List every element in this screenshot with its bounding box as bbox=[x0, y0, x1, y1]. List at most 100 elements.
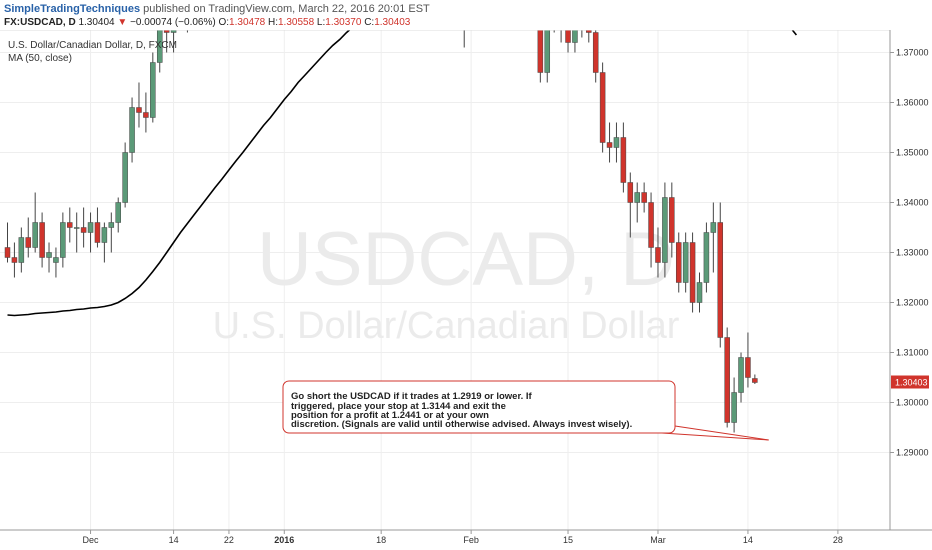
price-axis[interactable]: 1.29000 1.30000 1.31000 1.32000 1.33000 1.340… bbox=[890, 30, 929, 458]
candle-body bbox=[662, 197, 668, 263]
candle bbox=[53, 247, 59, 278]
candle bbox=[122, 142, 128, 208]
x-tick-label: 14 bbox=[169, 535, 179, 545]
watermark-symbol: USDCAD, D bbox=[257, 217, 675, 302]
callout-line-a bbox=[661, 432, 769, 441]
candle bbox=[620, 122, 627, 193]
change-value: −0.00074 (−0.06%) bbox=[130, 17, 216, 28]
y-tick-label: 1.36000 bbox=[896, 98, 929, 108]
indicator-label[interactable]: MA (50, close) bbox=[8, 53, 72, 64]
candle bbox=[94, 207, 101, 248]
candle-body bbox=[143, 112, 149, 118]
candle bbox=[60, 212, 66, 268]
candle-body bbox=[655, 247, 661, 263]
open-value: 1.30478 bbox=[229, 17, 266, 28]
candle-body bbox=[689, 242, 696, 303]
candle-body bbox=[717, 222, 724, 338]
x-tick-label: 22 bbox=[224, 535, 234, 545]
low-label: L: bbox=[316, 17, 326, 28]
high-label: H: bbox=[267, 17, 278, 28]
ma-layer bbox=[7, 30, 798, 317]
last-price-tag-text: 1.30403 bbox=[895, 378, 928, 388]
callout-line-b bbox=[674, 425, 769, 441]
candle-body bbox=[163, 30, 170, 33]
candle bbox=[156, 30, 163, 73]
annotation-line-1: Go short the USDCAD if it trades at 1.29… bbox=[291, 391, 533, 402]
x-tick-label: 28 bbox=[833, 535, 843, 545]
publisher-line: SimpleTradingTechniques published on Tra… bbox=[4, 3, 430, 15]
candle-body bbox=[156, 30, 163, 63]
candle-body bbox=[606, 142, 613, 148]
y-tick-label: 1.30000 bbox=[896, 398, 929, 408]
candle-body bbox=[32, 222, 38, 248]
candle bbox=[18, 227, 25, 273]
annotation-frame bbox=[282, 380, 676, 434]
time-axis[interactable]: Dec 14 22 2016 18 Feb 15 Mar 14 28 bbox=[83, 530, 843, 545]
candle bbox=[101, 222, 108, 263]
candle-body bbox=[586, 30, 592, 33]
candle bbox=[669, 182, 675, 258]
candle bbox=[592, 30, 599, 83]
candle bbox=[39, 212, 45, 268]
candle-body bbox=[724, 337, 730, 423]
candle-body bbox=[25, 237, 32, 248]
y-tick-label: 1.35000 bbox=[896, 148, 929, 158]
candle bbox=[544, 30, 551, 83]
candle-body bbox=[572, 30, 578, 43]
candle bbox=[717, 202, 724, 348]
close-label: C: bbox=[364, 17, 375, 28]
candle bbox=[731, 377, 737, 433]
candle-body bbox=[80, 227, 87, 233]
candle-body bbox=[115, 202, 121, 223]
candle-body bbox=[634, 192, 640, 203]
candle bbox=[4, 222, 11, 263]
pane-title: U.S. Dollar/Canadian Dollar, D, FXCM bbox=[8, 40, 177, 51]
candle bbox=[724, 327, 730, 428]
candle-body bbox=[544, 30, 551, 73]
candle-body bbox=[627, 182, 634, 203]
y-tick-label: 1.31000 bbox=[896, 348, 929, 358]
annotation-line-2: triggered, place your stop at 1.3144 and… bbox=[291, 401, 506, 412]
x-tick-label: Feb bbox=[463, 535, 479, 545]
candle-body bbox=[592, 32, 599, 73]
candle-body bbox=[136, 107, 142, 113]
candle bbox=[143, 92, 149, 133]
candle-body bbox=[122, 152, 128, 203]
x-tick-label: 14 bbox=[743, 535, 753, 545]
candle bbox=[634, 182, 640, 223]
candle-body bbox=[613, 137, 620, 148]
candle bbox=[675, 232, 682, 293]
candle bbox=[738, 352, 744, 403]
grid-lines bbox=[0, 30, 890, 530]
close-value: 1.30403 bbox=[374, 17, 411, 28]
candle-body bbox=[108, 222, 115, 228]
candle bbox=[689, 232, 696, 313]
x-tick-label: Dec bbox=[83, 535, 100, 545]
price-chart[interactable]: USDCAD, D U.S. Dollar/Canadian Dollar Go… bbox=[0, 30, 932, 550]
candle bbox=[80, 207, 87, 248]
candle-body bbox=[46, 252, 52, 258]
x-tick-label: 15 bbox=[563, 535, 573, 545]
candle-body bbox=[94, 222, 101, 243]
candle bbox=[682, 232, 689, 293]
candle bbox=[463, 30, 465, 48]
candle bbox=[745, 332, 751, 388]
candle bbox=[115, 197, 121, 233]
candle-body bbox=[150, 62, 156, 118]
candle-body bbox=[682, 242, 689, 283]
candle bbox=[703, 222, 710, 293]
candle bbox=[136, 82, 142, 128]
candle bbox=[150, 52, 156, 123]
header: SimpleTradingTechniques published on Tra… bbox=[0, 0, 932, 30]
candle-body bbox=[39, 222, 45, 258]
publisher-link[interactable]: SimpleTradingTechniques bbox=[4, 3, 141, 15]
candle bbox=[537, 30, 544, 83]
candle-body bbox=[67, 222, 73, 228]
open-label: O: bbox=[218, 17, 230, 28]
x-tick-label: 2016 bbox=[274, 535, 294, 545]
annotation-box[interactable]: Go short the USDCAD if it trades at 1.29… bbox=[282, 380, 676, 434]
candle bbox=[572, 30, 578, 53]
candle-body bbox=[4, 247, 11, 258]
candle-body bbox=[53, 257, 59, 263]
candle-body bbox=[738, 357, 744, 393]
